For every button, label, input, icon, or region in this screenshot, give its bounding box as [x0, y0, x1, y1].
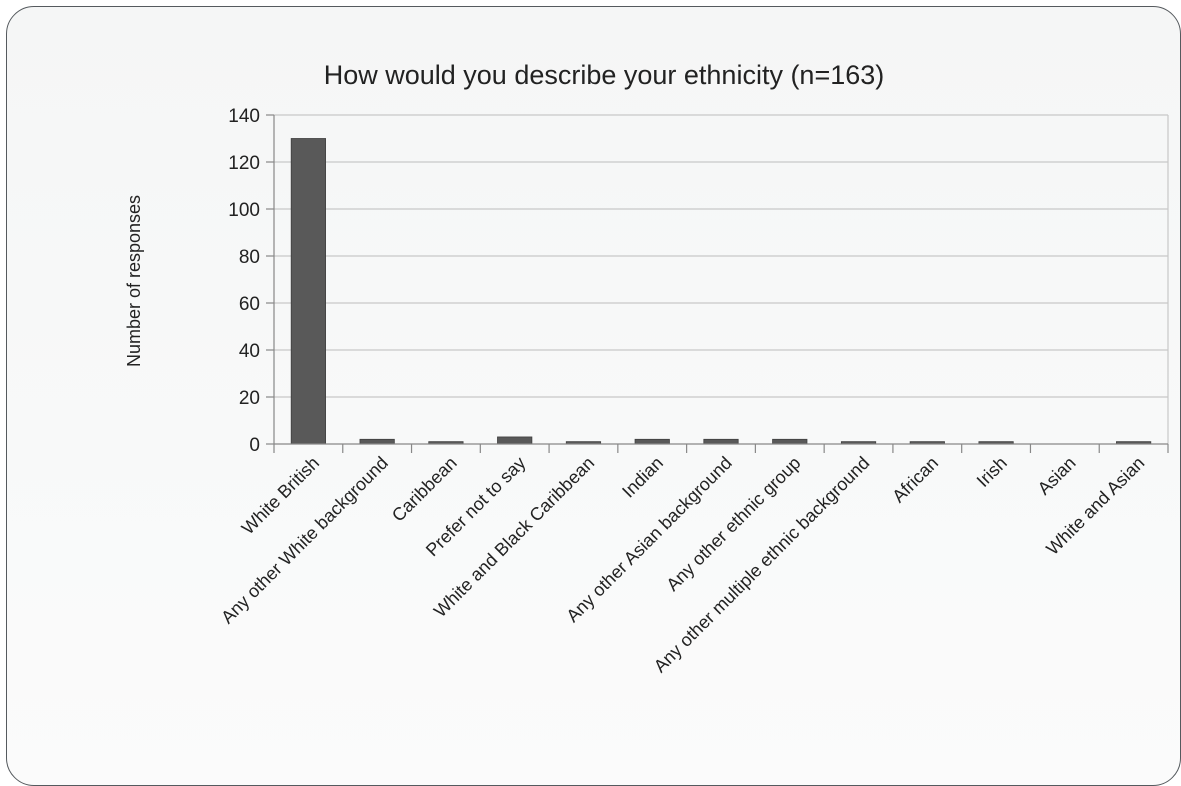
x-category-label: African	[888, 453, 942, 507]
chart-title: How would you describe your ethnicity (n…	[324, 60, 885, 90]
y-tick-label: 120	[228, 153, 260, 174]
y-axis-title: Number of responses	[124, 195, 144, 367]
slide-frame	[6, 6, 1181, 786]
y-tick-labels: 0 20 40 60 80 100 120 140	[228, 106, 260, 456]
y-tick-label: 40	[239, 341, 260, 362]
x-category-label: Asian	[1034, 453, 1080, 499]
x-category-label: Caribbean	[388, 453, 461, 526]
gridlines	[274, 114, 1169, 444]
y-tick-label: 60	[239, 294, 260, 315]
y-tick-label: 0	[249, 435, 260, 456]
x-category-label: Indian	[618, 453, 667, 502]
bar-4	[497, 436, 533, 445]
y-tick-label: 140	[228, 106, 260, 127]
bar-8	[772, 438, 808, 445]
bar-2	[359, 438, 395, 445]
axes	[266, 114, 1169, 453]
y-tick-label: 80	[239, 247, 260, 268]
bars	[290, 138, 1152, 445]
bar-6	[634, 438, 670, 445]
bar-1	[290, 138, 326, 445]
y-tick-label: 100	[228, 200, 260, 221]
y-tick-label: 20	[239, 388, 260, 409]
bar-7	[703, 438, 739, 445]
x-category-label: Any other ethnic group	[662, 453, 804, 595]
x-category-label: Irish	[973, 453, 1011, 491]
